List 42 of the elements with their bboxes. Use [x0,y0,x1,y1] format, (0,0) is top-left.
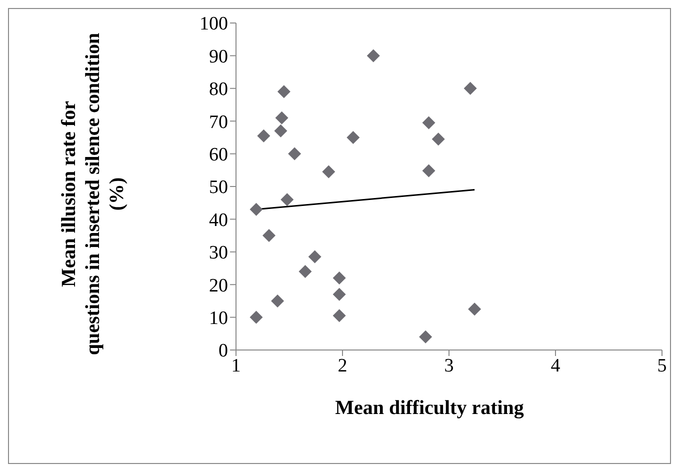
y-tick-label: 40 [209,210,228,231]
y-axis-title: Mean illusion rate for questions in inserted silence condition (%) [58,32,128,356]
y-tick-label: 30 [209,242,228,264]
point [308,250,322,264]
point [422,116,436,130]
x-axis-title: Mean difficulty rating [334,397,525,420]
x-tick-label: 3 [444,355,454,376]
y-tick-label: 100 [200,14,228,35]
point [422,164,436,178]
point [432,132,445,146]
point [280,193,294,206]
x-tick-label: 5 [657,355,667,376]
point [257,129,270,142]
x-tick-label: 2 [338,355,348,376]
point [250,310,263,324]
point [288,147,302,160]
point [271,294,284,308]
point [346,130,360,144]
point [419,330,432,344]
y-tick-label: 70 [209,112,228,133]
point [332,309,346,322]
point [262,229,276,242]
y-tick-label: 60 [209,144,228,166]
point [464,82,477,95]
point [298,265,312,278]
point [332,288,346,301]
point [250,202,263,216]
y-tick-label: 50 [209,177,228,198]
point [274,124,288,138]
point [322,165,336,178]
point [468,302,482,316]
y-tick-label: 80 [209,79,228,100]
x-tick-label: 4 [550,355,561,376]
x-tick-label: 1 [231,355,241,376]
point [332,272,346,285]
point [366,49,380,62]
y-tick-label: 90 [209,46,228,68]
y-tick-label: 10 [209,308,228,330]
y-tick-label: 0 [218,340,228,362]
point [277,85,290,98]
point [275,111,288,124]
y-tick-label: 20 [209,275,228,296]
